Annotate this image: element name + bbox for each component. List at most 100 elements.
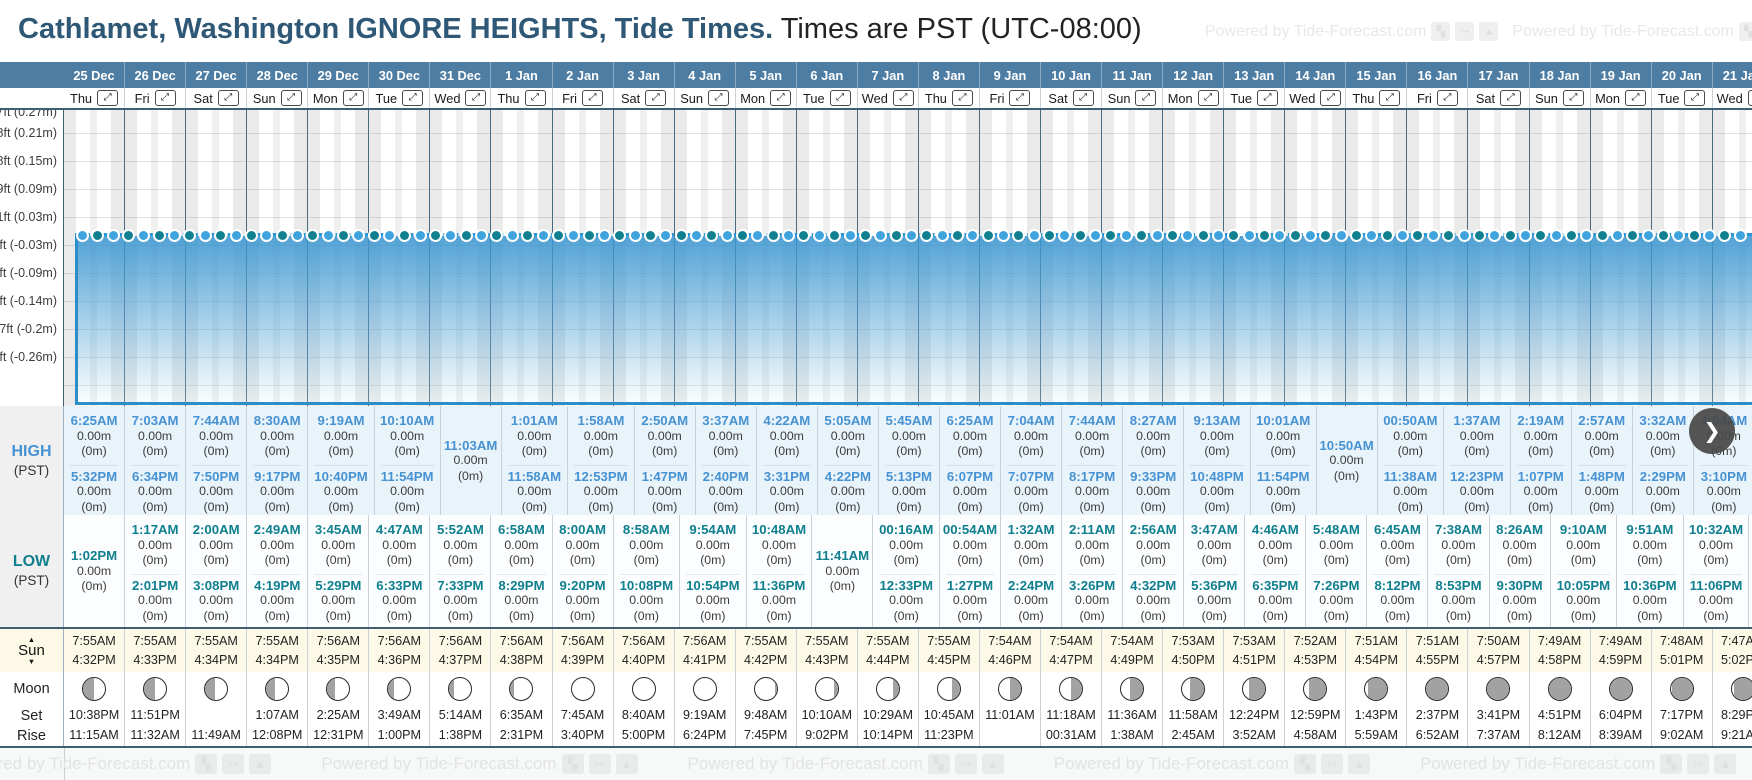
expand-day-button[interactable]: ⤢ [280, 90, 302, 106]
tide-height-m: 0.00m [629, 593, 664, 607]
dow-cell: Sat ⤢ [1041, 88, 1103, 108]
expand-day-button[interactable]: ⤢ [1436, 90, 1458, 106]
tide-height-m: 0.00m [1319, 537, 1354, 552]
low-tide-cell: 6:45AM 0.00m (0m) 8:12PM 0.00m (0m) [1367, 515, 1429, 627]
tide-height-m: 0.00m [1013, 537, 1049, 552]
tide-dot-low [768, 231, 778, 240]
sun-cell: 7:49AM 4:59PM [1590, 629, 1652, 672]
watermark-tile-icon: ▚ [927, 754, 950, 774]
expand-day-button[interactable]: ⤢ [1135, 90, 1157, 106]
sun-cell: 7:54AM 4:49PM [1102, 629, 1164, 672]
tide-height-m: 0.00m [769, 484, 804, 498]
sunset-time: 4:58PM [1537, 652, 1582, 667]
expand-day-button[interactable]: ⤢ [342, 90, 364, 106]
expand-day-button[interactable]: ⤢ [465, 90, 487, 106]
watermark-tile-icon: ↪ [222, 754, 245, 774]
dow-cell: Thu ⤢ [491, 88, 553, 108]
y-axis-tick-label: .67ft (-0.2m) [0, 322, 57, 336]
expand-day-button[interactable]: ⤢ [1072, 90, 1094, 106]
dow-cell: Mon ⤢ [1163, 88, 1225, 108]
expand-day-button[interactable]: ⤢ [1009, 90, 1031, 106]
expand-day-button[interactable]: ⤢ [524, 90, 546, 106]
expand-day-button[interactable]: ⤢ [402, 90, 424, 106]
dow-cell: Sat ⤢ [613, 88, 675, 108]
expand-day-button[interactable]: ⤢ [1379, 90, 1401, 106]
tide-dot-low [1352, 231, 1362, 240]
scroll-right-button[interactable]: ❯ [1689, 408, 1735, 454]
tide-height-alt: (0m) [766, 553, 792, 567]
y-axis-tick-label: .29ft (0.09m) [0, 182, 57, 196]
tide-height-alt: (0m) [1384, 553, 1411, 567]
sunrise-time: 7:56AM [560, 633, 605, 648]
expand-day-button[interactable]: ⤢ [829, 90, 851, 106]
dow-label: Sat [193, 90, 213, 106]
high-tide-time: 11:54PM [1256, 468, 1310, 484]
low-tide-time: 11:06PM [1689, 577, 1743, 593]
high-tide-entry: 7:44AM 0.00m (0m) [186, 410, 246, 462]
low-tide-time: 3:47AM [1190, 522, 1238, 537]
moon-icon-wrap [1608, 672, 1633, 705]
expand-day-button[interactable]: ⤢ [1684, 90, 1706, 106]
moon-set-time: 8:40AM [621, 708, 666, 722]
expand-day-button[interactable]: ⤢ [770, 90, 792, 106]
dow-label: Fri [562, 90, 577, 106]
sunrise-time: 7:55AM [744, 633, 788, 648]
low-tide-time: 8:53PM [1435, 577, 1482, 593]
page-title-location: Cathlamet, Washington IGNORE HEIGHTS, Ti… [18, 13, 774, 45]
expand-day-button[interactable]: ⤢ [154, 90, 176, 106]
tide-height-m: 0.00m [1645, 484, 1680, 498]
expand-day-button[interactable]: ⤢ [951, 90, 973, 106]
expand-day-button[interactable]: ⤢ [217, 90, 239, 106]
tide-height-alt: (0m) [1711, 499, 1737, 514]
tide-height-m: 0.00m [647, 484, 682, 498]
tide-height-m: 0.00m [1459, 484, 1494, 498]
moon-shaded-part [1367, 677, 1388, 700]
sunrise-time: 7:55AM [194, 633, 238, 648]
moon-icon-wrap [631, 672, 656, 705]
expand-day-button[interactable]: ⤢ [1197, 90, 1219, 106]
tide-height-m: 0.00m [323, 428, 359, 443]
tide-height-m: 0.00m [565, 593, 600, 607]
moon-set-time: 9:19AM [682, 708, 727, 722]
tide-height-m: 0.00m [1441, 593, 1476, 607]
date-header-cell: 18 Jan [1529, 62, 1591, 88]
y-axis-tick-label: 86ft (-0.26m) [0, 350, 57, 364]
tide-height-alt: (0m) [652, 499, 678, 514]
sun-row: ▲ Sun ▼ 7:55AM 4:32PM 7:55AM 4:33PM 7:55AM 4:… [0, 627, 1752, 672]
sunrise-time: 7:56AM [499, 633, 544, 648]
tide-height-alt: (0m) [386, 608, 412, 623]
expand-icon: ⤢ [836, 92, 845, 103]
expand-icon: ⤢ [1141, 92, 1150, 103]
moon-phase-icon [936, 676, 961, 701]
expand-day-button[interactable]: ⤢ [892, 90, 914, 106]
high-tide-time: 10:40PM [314, 468, 368, 484]
low-tide-entry: 9:30PM 0.00m (0m) [1495, 573, 1544, 627]
tide-height-alt: (0m) [652, 444, 678, 458]
expand-day-button[interactable]: ⤢ [97, 90, 119, 106]
tide-height-m: 0.00m [1698, 593, 1734, 607]
expand-day-button[interactable]: ⤢ [581, 90, 603, 106]
tide-height-alt: (0m) [447, 608, 474, 623]
low-tide-time: 8:29PM [498, 577, 545, 593]
moon-rise-time: 11:23PM [924, 728, 974, 742]
high-tide-time: 7:04AM [1007, 413, 1055, 428]
low-tide-entry: 3:47AM 0.00m (0m) [1184, 519, 1244, 571]
dow-cell: Sat ⤢ [1468, 88, 1530, 108]
moon-phase-icon [326, 676, 351, 701]
expand-day-button[interactable]: ⤢ [1500, 90, 1522, 106]
tide-dot-low [1198, 231, 1208, 240]
tide-dot-low [707, 231, 717, 240]
expand-day-button[interactable]: ⤢ [1257, 90, 1278, 106]
expand-day-button[interactable]: ⤢ [1320, 90, 1342, 106]
expand-day-button[interactable]: ⤢ [708, 90, 730, 106]
expand-day-button[interactable]: ⤢ [1747, 90, 1752, 106]
high-tide-time: 1:58AM [577, 413, 625, 428]
expand-day-button[interactable]: ⤢ [1625, 90, 1647, 106]
tide-dot-low [93, 231, 103, 240]
expand-day-button[interactable]: ⤢ [1562, 90, 1584, 106]
low-tide-entry: 9:20PM 0.00m (0m) [558, 573, 607, 627]
low-tide-entry: 1:27PM 0.00m (0m) [945, 573, 995, 627]
expand-day-button[interactable]: ⤢ [645, 90, 667, 106]
sun-cell: 7:52AM 4:53PM [1285, 629, 1347, 672]
dow-cell: Tue ⤢ [369, 88, 431, 108]
